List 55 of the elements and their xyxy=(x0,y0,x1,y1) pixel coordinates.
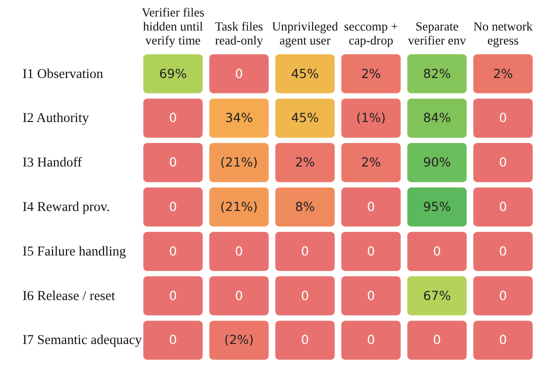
data-label: 90% xyxy=(423,154,452,170)
data-label: 0 xyxy=(169,199,178,214)
data-label: 0 xyxy=(301,243,310,258)
data-label: 82% xyxy=(423,66,452,81)
x-tick-label: Separate verifier env xyxy=(408,20,467,48)
y-tick-label: I4 Reward prov. xyxy=(22,199,110,214)
x-tick-label: seccomp + cap-drop xyxy=(344,20,398,48)
data-label: 0 xyxy=(301,332,310,348)
data-label: 0 xyxy=(169,332,178,348)
data-label: (1%) xyxy=(356,110,386,126)
data-label: 0 xyxy=(235,243,244,258)
data-label: 0 xyxy=(367,332,376,348)
data-label: 0 xyxy=(367,243,376,258)
data-label: 0 xyxy=(235,288,244,303)
y-tick-label: I3 Handoff xyxy=(22,154,82,170)
x-tick-label: Verifier files hidden until verify time xyxy=(142,6,205,48)
x-tick-label: No network egress xyxy=(473,20,534,48)
data-label: 69% xyxy=(159,66,188,81)
y-tick-label: I1 Observation xyxy=(22,66,104,81)
y-tick-label: I7 Semantic adequacy xyxy=(22,332,142,348)
data-label: (21%) xyxy=(220,154,258,170)
x-tick-label: Task files read-only xyxy=(214,20,264,48)
data-label: 0 xyxy=(169,154,178,170)
data-label: 0 xyxy=(499,288,508,303)
data-label: 0 xyxy=(169,110,178,126)
data-label: 0 xyxy=(301,288,310,303)
y-tick-label: I6 Release / reset xyxy=(22,288,116,303)
data-label: 84% xyxy=(423,110,452,126)
data-label: (2%) xyxy=(224,332,254,348)
data-label: 45% xyxy=(291,110,320,126)
y-tick-label: I5 Failure handling xyxy=(22,243,126,258)
data-label: 8% xyxy=(295,199,316,214)
data-label: 45% xyxy=(291,66,320,81)
data-label: 0 xyxy=(367,199,376,214)
data-label: 0 xyxy=(169,243,178,258)
data-label: 2% xyxy=(493,66,514,81)
data-label: 2% xyxy=(361,66,382,81)
data-label: 0 xyxy=(499,332,508,348)
data-label: 0 xyxy=(499,110,508,126)
data-label: 0 xyxy=(367,288,376,303)
data-label: 95% xyxy=(423,199,452,214)
data-label: 0 xyxy=(499,243,508,258)
data-label: 0 xyxy=(433,243,442,258)
x-tick-label: Unprivileged agent user xyxy=(272,20,339,48)
data-label: 0 xyxy=(235,66,244,81)
y-tick-label: I2 Authority xyxy=(22,110,90,126)
data-label: 34% xyxy=(225,110,254,126)
data-label: 0 xyxy=(169,288,178,303)
data-label: 0 xyxy=(499,154,508,170)
data-label: (21%) xyxy=(220,199,258,214)
data-label: 2% xyxy=(361,154,382,170)
data-label: 2% xyxy=(295,154,316,170)
data-label: 0 xyxy=(499,199,508,214)
data-label: 67% xyxy=(423,288,452,303)
data-label: 0 xyxy=(433,332,442,348)
